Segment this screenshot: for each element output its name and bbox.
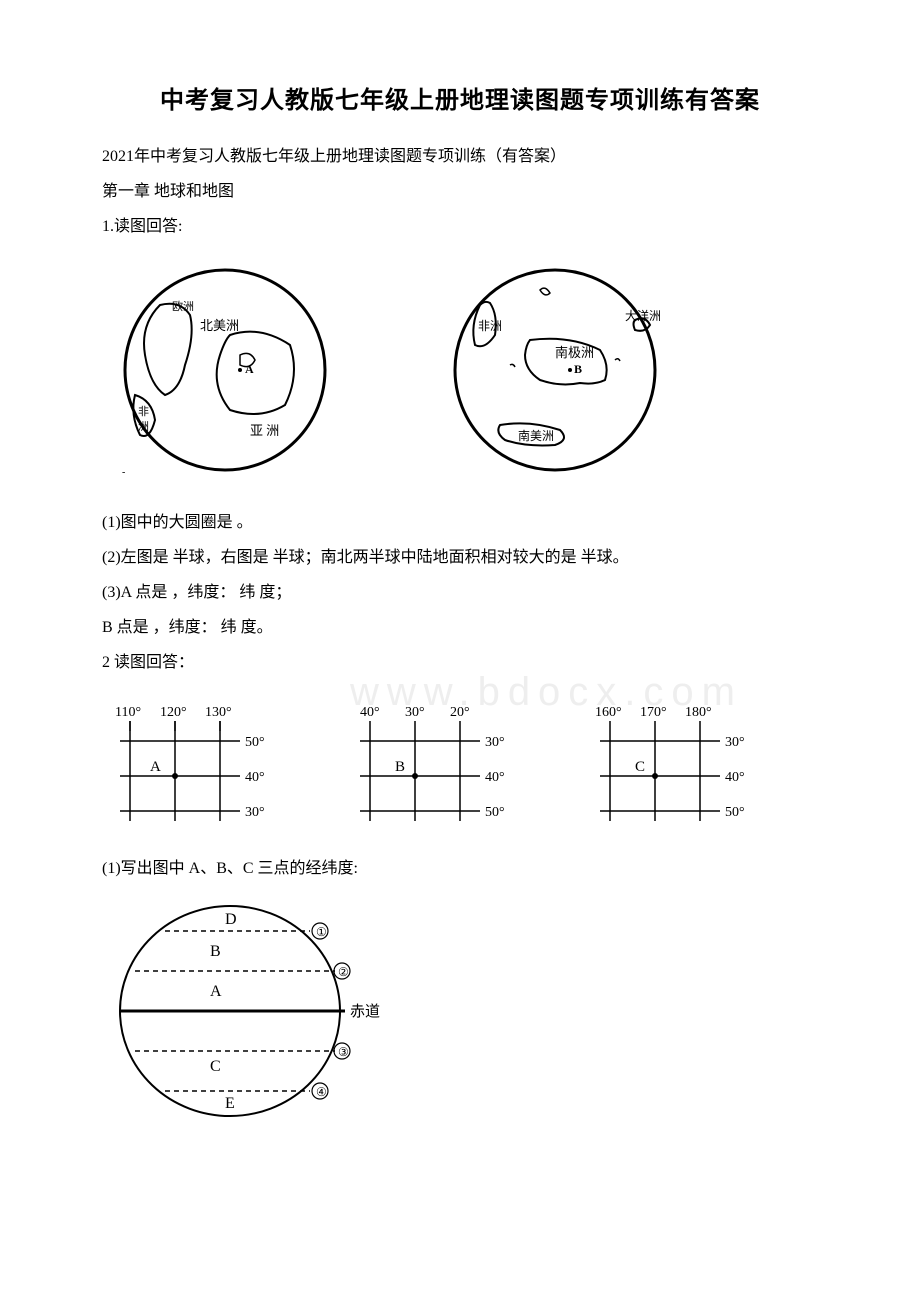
grid-a-top-1: 120°	[160, 705, 187, 720]
grid-b-right-0: 30°	[485, 735, 505, 750]
globes-row: 北美洲 亚 洲 欧洲 非 洲 A - 非洲	[110, 265, 850, 485]
label-south-america: 南美洲	[518, 428, 554, 443]
page-wrapper: 中考复习人教版七年级上册地理读图题专项训练有答案 2021年中考复习人教版七年级…	[70, 80, 850, 1131]
label-asia: 亚 洲	[250, 423, 279, 438]
zone-b: B	[210, 943, 221, 960]
grid-a-right-2: 30°	[245, 805, 265, 820]
grid-b-top-2: 20°	[450, 705, 470, 720]
right-label-2: ②	[338, 965, 349, 979]
grid-b-top-0: 40°	[360, 705, 380, 720]
grid-b-point: B	[395, 759, 405, 775]
intro-line-1: 2021年中考复习人教版七年级上册地理读图题专项训练（有答案）	[70, 139, 850, 174]
q1-sub4: B 点是 ，纬度： 纬 度。	[70, 610, 850, 645]
equator-label: 赤道	[350, 1003, 380, 1020]
label-africa-left: 非	[138, 405, 149, 418]
label-africa-left-2: 洲	[138, 421, 149, 433]
zones-diagram: D B A C E ① ② 赤道 ③ ④	[110, 896, 410, 1126]
grid-a-top-0: 110°	[115, 705, 141, 720]
grid-a-point: A	[150, 759, 161, 775]
grid-c-top-0: 160°	[595, 705, 622, 720]
grid-c-right-0: 30°	[725, 735, 745, 750]
grid-a: 110° 120° 130° 50° 40° 30° A	[110, 701, 290, 831]
question-1-prompt: 1.读图回答:	[70, 209, 850, 244]
label-oceania: 大洋洲	[625, 308, 661, 323]
grid-c-right-1: 40°	[725, 770, 745, 785]
grid-b-right-2: 50°	[485, 805, 505, 820]
grid-a-top-2: 130°	[205, 705, 232, 720]
zone-c: C	[210, 1058, 221, 1075]
grid-a-right-1: 40°	[245, 770, 265, 785]
point-a-label: A	[245, 362, 254, 376]
q1-sub2: (2)左图是 半球，右图是 半球；南北两半球中陆地面积相对较大的是 半球。	[70, 540, 850, 575]
right-label-3: ③	[338, 1045, 349, 1059]
label-antarctica: 南极洲	[555, 345, 594, 360]
globe-right: 非洲 大洋洲 南极洲 B 南美洲	[440, 265, 670, 485]
chapter-title: 第一章 地球和地图	[70, 174, 850, 209]
q2-header: 2 读图回答：	[70, 645, 850, 680]
grid-c: 160° 170° 180° 30° 40° 50° C	[590, 701, 770, 831]
q2-sub1: (1)写出图中 A、B、C 三点的经纬度:	[70, 851, 850, 886]
q1-sub3: (3)A 点是 ，纬度： 纬 度；	[70, 575, 850, 610]
zones-diagram-container: D B A C E ① ② 赤道 ③ ④	[110, 896, 850, 1131]
right-label-4: ④	[316, 1085, 327, 1099]
label-europe: 欧洲	[172, 300, 194, 313]
label-north-america: 北美洲	[200, 318, 239, 333]
grid-b-top-1: 30°	[405, 705, 425, 720]
grid-b-right-1: 40°	[485, 770, 505, 785]
grids-row: 110° 120° 130° 50° 40° 30° A 40° 30° 20°	[110, 701, 850, 831]
right-label-1: ①	[316, 925, 327, 939]
point-b-label: B	[574, 362, 582, 376]
grid-c-top-2: 180°	[685, 705, 712, 720]
label-africa-right: 非洲	[478, 319, 502, 333]
document-title: 中考复习人教版七年级上册地理读图题专项训练有答案	[70, 80, 850, 115]
grid-a-right-0: 50°	[245, 735, 265, 750]
grid-c-right-2: 50°	[725, 805, 745, 820]
zone-a: A	[210, 983, 222, 1000]
zone-d: D	[225, 911, 237, 928]
grid-b: 40° 30° 20° 30° 40° 50° B	[350, 701, 530, 831]
dash-mark: -	[122, 467, 125, 478]
q1-sub1: (1)图中的大圆圈是 。	[70, 505, 850, 540]
zone-e: E	[225, 1095, 235, 1112]
grid-c-point: C	[635, 759, 645, 775]
globe-left: 北美洲 亚 洲 欧洲 非 洲 A -	[110, 265, 340, 485]
grid-c-top-1: 170°	[640, 705, 667, 720]
